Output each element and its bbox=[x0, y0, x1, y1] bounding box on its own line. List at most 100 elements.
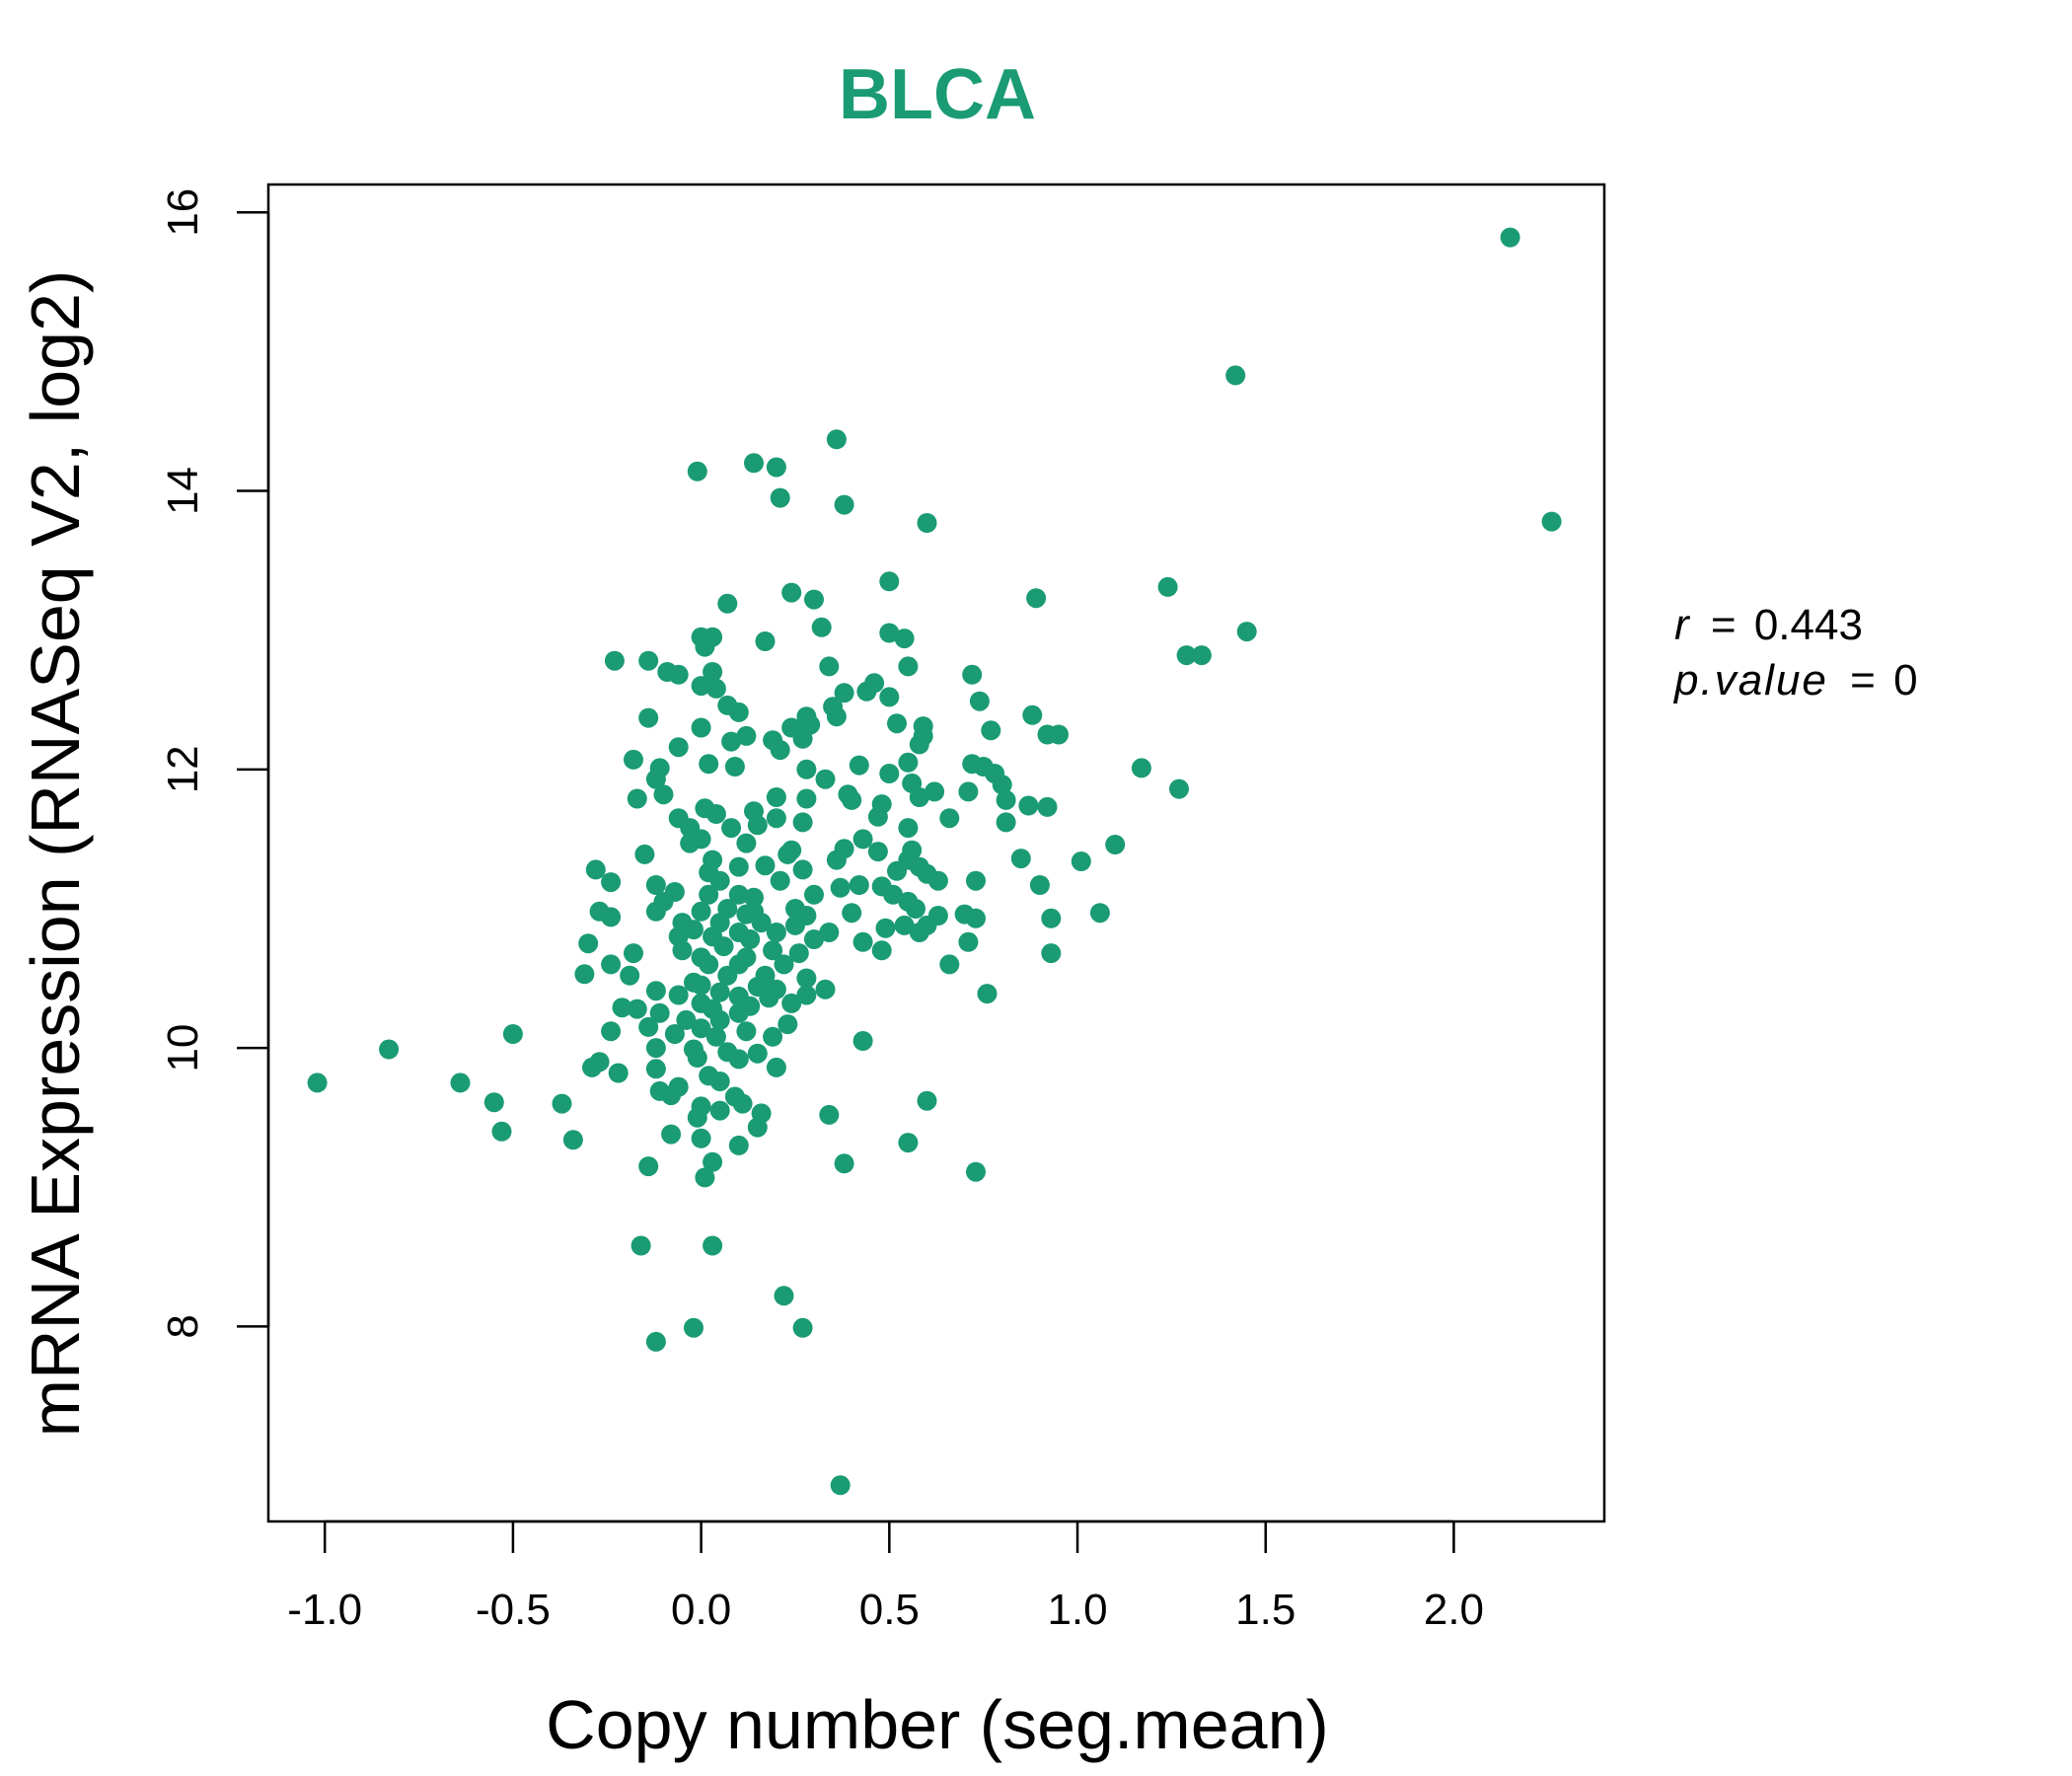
data-point bbox=[684, 1317, 703, 1338]
data-point bbox=[834, 494, 854, 515]
data-point bbox=[728, 1049, 749, 1070]
data-point bbox=[691, 1018, 711, 1039]
data-point bbox=[849, 875, 869, 895]
data-point bbox=[717, 593, 738, 614]
data-point bbox=[939, 808, 960, 829]
x-tick-label: 2.0 bbox=[1424, 1586, 1484, 1634]
data-point bbox=[744, 887, 764, 908]
data-point bbox=[705, 678, 726, 699]
data-point bbox=[962, 664, 983, 685]
data-point bbox=[867, 842, 888, 862]
data-point bbox=[981, 720, 1001, 741]
data-point bbox=[699, 954, 719, 975]
y-tick-label: 16 bbox=[159, 188, 207, 237]
data-point bbox=[804, 589, 824, 610]
data-point bbox=[705, 1026, 726, 1047]
data-point bbox=[620, 965, 640, 986]
data-point bbox=[691, 975, 711, 996]
data-point bbox=[770, 870, 790, 891]
data-point bbox=[307, 1073, 328, 1093]
data-point bbox=[996, 812, 1016, 833]
x-tick-label: 1.0 bbox=[1047, 1586, 1107, 1634]
x-tick-label: 0.5 bbox=[859, 1586, 920, 1634]
data-point bbox=[879, 623, 900, 643]
data-point bbox=[638, 650, 659, 671]
data-point bbox=[645, 901, 666, 922]
data-point bbox=[717, 965, 738, 986]
data-point bbox=[728, 884, 749, 905]
data-point bbox=[796, 788, 817, 809]
data-point bbox=[645, 981, 666, 1001]
y-tick-label: 8 bbox=[159, 1314, 207, 1338]
data-point bbox=[747, 1043, 768, 1064]
data-point bbox=[709, 1100, 730, 1121]
data-point bbox=[687, 1107, 707, 1128]
data-point bbox=[1049, 724, 1069, 745]
data-point bbox=[804, 884, 824, 905]
data-point bbox=[883, 884, 904, 905]
data-point bbox=[1037, 796, 1058, 817]
data-point bbox=[1169, 778, 1189, 799]
data-point bbox=[582, 1057, 602, 1077]
data-point bbox=[792, 859, 813, 880]
data-point bbox=[867, 806, 888, 827]
data-point bbox=[645, 875, 666, 895]
data-point bbox=[728, 1002, 749, 1023]
data-point bbox=[894, 915, 915, 935]
data-point bbox=[552, 1093, 572, 1114]
data-point bbox=[792, 728, 813, 749]
data-point bbox=[777, 844, 798, 864]
data-point bbox=[645, 769, 666, 789]
data-point bbox=[834, 683, 854, 703]
data-point bbox=[703, 1235, 723, 1256]
data-point bbox=[645, 1059, 666, 1079]
data-point bbox=[728, 1135, 749, 1155]
data-point bbox=[826, 850, 847, 870]
data-point bbox=[728, 702, 749, 722]
data-point bbox=[724, 757, 745, 777]
data-point bbox=[691, 901, 711, 922]
data-point bbox=[630, 1235, 651, 1256]
data-point bbox=[695, 636, 715, 657]
data-point bbox=[792, 1317, 813, 1338]
data-point bbox=[849, 755, 869, 776]
data-point bbox=[871, 940, 892, 961]
data-point bbox=[751, 913, 772, 933]
data-point bbox=[894, 629, 915, 649]
data-point bbox=[826, 429, 847, 450]
data-point bbox=[996, 789, 1016, 810]
data-point bbox=[709, 870, 730, 891]
x-axis-title: Copy number (seg.mean) bbox=[546, 1686, 1329, 1763]
data-point bbox=[736, 833, 757, 853]
data-point bbox=[736, 725, 757, 746]
data-point bbox=[766, 923, 786, 942]
data-point bbox=[744, 453, 764, 474]
data-point bbox=[1225, 365, 1246, 386]
data-point bbox=[898, 818, 919, 839]
data-point bbox=[969, 691, 990, 711]
data-point bbox=[763, 1026, 783, 1047]
data-point bbox=[680, 833, 701, 853]
data-point bbox=[766, 787, 786, 807]
data-point bbox=[638, 707, 659, 728]
data-points bbox=[307, 227, 1562, 1496]
data-point bbox=[1176, 645, 1197, 666]
data-point bbox=[766, 808, 786, 829]
data-point bbox=[604, 650, 625, 671]
data-point bbox=[740, 929, 761, 949]
data-point bbox=[906, 899, 925, 919]
data-point bbox=[601, 872, 622, 893]
data-point bbox=[819, 1104, 840, 1125]
y-tick-label: 14 bbox=[159, 467, 207, 515]
data-point bbox=[601, 954, 622, 975]
data-point bbox=[695, 1167, 715, 1188]
data-point bbox=[830, 877, 851, 898]
data-point bbox=[585, 859, 606, 880]
data-point bbox=[709, 1009, 730, 1030]
data-point bbox=[1029, 875, 1050, 895]
data-point bbox=[649, 1002, 670, 1023]
data-point bbox=[624, 943, 643, 964]
data-point bbox=[917, 1090, 937, 1111]
data-point bbox=[450, 1073, 471, 1093]
